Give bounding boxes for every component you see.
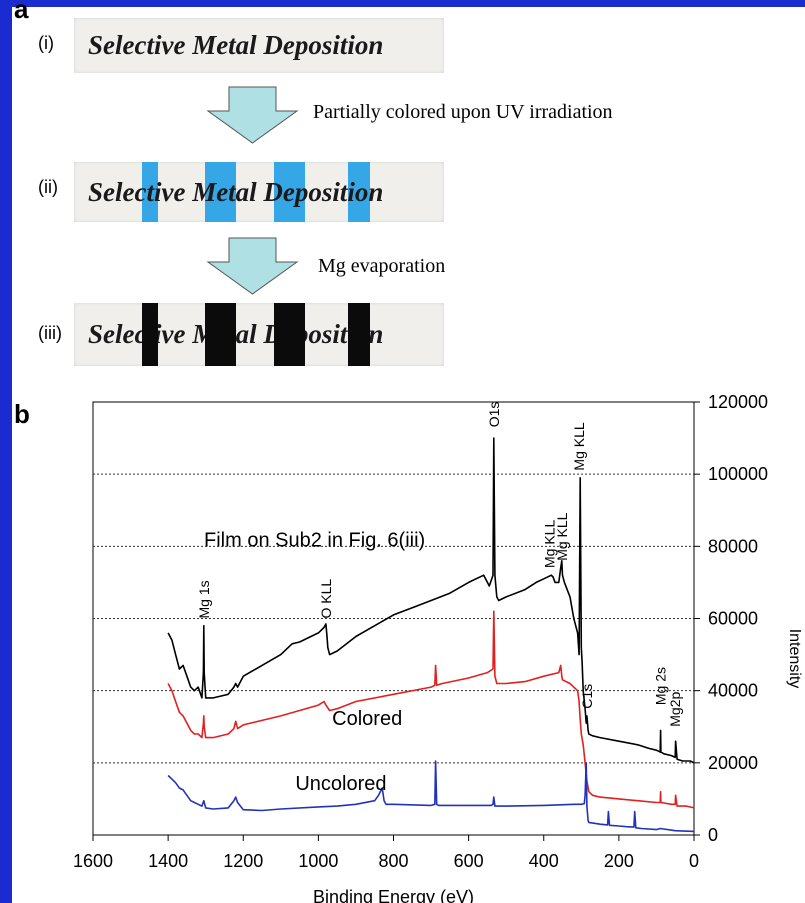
x-tick-label: 1200 bbox=[223, 851, 263, 871]
blue-stripe bbox=[274, 162, 305, 222]
peak-label: Mg 1s bbox=[196, 580, 212, 618]
down-arrow-2 bbox=[206, 237, 299, 295]
peak-label: Mg2p bbox=[667, 692, 683, 727]
y-tick-label: 20000 bbox=[708, 753, 758, 773]
panel-b-letter: b bbox=[14, 399, 30, 429]
black-stripe bbox=[142, 303, 158, 366]
strip-iii: Selective Metal Deposition bbox=[74, 303, 444, 366]
arrow-note-2: Mg evaporation bbox=[318, 255, 446, 277]
peak-label: Mg KLL bbox=[541, 520, 557, 568]
panel-a-letter: a bbox=[14, 0, 29, 24]
x-tick-label: 0 bbox=[689, 851, 699, 871]
y-tick-label: 100000 bbox=[708, 464, 768, 484]
down-arrow-1 bbox=[206, 86, 299, 144]
step-label-iii: (iii) bbox=[38, 323, 62, 343]
x-tick-label: 1600 bbox=[73, 851, 113, 871]
x-tick-label: 400 bbox=[529, 851, 559, 871]
strip-ii-text: Selective Metal Deposition bbox=[88, 176, 384, 207]
blue-stripe bbox=[205, 162, 236, 222]
peak-label: O KLL bbox=[318, 579, 334, 619]
blue-stripe bbox=[348, 162, 370, 222]
x-tick-label: 1000 bbox=[298, 851, 338, 871]
strip-i: Selective Metal Deposition bbox=[74, 18, 444, 73]
black-stripe bbox=[348, 303, 370, 366]
chart-annotation: Uncolored bbox=[295, 773, 386, 795]
y-tick-label: 80000 bbox=[708, 536, 758, 556]
x-tick-label: 200 bbox=[604, 851, 634, 871]
strip-i-text: Selective Metal Deposition bbox=[88, 30, 384, 60]
y-tick-label: 0 bbox=[708, 825, 718, 845]
y-axis-label: Intensity bbox=[786, 629, 803, 689]
chart-annotation: Film on Sub2 in Fig. 6(iii) bbox=[204, 529, 425, 551]
y-tick-label: 40000 bbox=[708, 681, 758, 701]
series-line-1 bbox=[167, 610, 695, 809]
black-stripe bbox=[205, 303, 236, 366]
black-stripe bbox=[274, 303, 305, 366]
down-arrow-2-shape bbox=[206, 237, 299, 295]
x-axis-label: Binding Energy (eV) bbox=[313, 887, 474, 903]
x-tick-label: 1400 bbox=[148, 851, 188, 871]
chart-annotation: Colored bbox=[332, 708, 402, 730]
down-arrow-1-shape bbox=[206, 86, 299, 144]
y-tick-label: 60000 bbox=[708, 609, 758, 629]
peak-label: Mg 2s bbox=[653, 667, 669, 705]
strip-ii: Selective Metal Deposition bbox=[74, 162, 444, 222]
series-line-2 bbox=[167, 760, 695, 833]
peak-label: C1s bbox=[579, 684, 595, 709]
top-border bbox=[0, 0, 805, 7]
x-tick-label: 600 bbox=[454, 851, 484, 871]
step-label-i: (i) bbox=[38, 33, 54, 53]
series-line-0 bbox=[167, 437, 695, 764]
peak-label: O1s bbox=[486, 402, 502, 428]
x-tick-label: 800 bbox=[378, 851, 408, 871]
y-tick-label: 120000 bbox=[708, 392, 768, 412]
left-border bbox=[0, 0, 12, 903]
peak-label: Mg KLL bbox=[571, 422, 587, 470]
arrow-note-1: Partially colored upon UV irradiation bbox=[313, 101, 613, 123]
peak-label: Mg KLL bbox=[554, 512, 570, 560]
step-label-ii: (ii) bbox=[38, 177, 58, 197]
blue-stripe bbox=[142, 162, 158, 222]
